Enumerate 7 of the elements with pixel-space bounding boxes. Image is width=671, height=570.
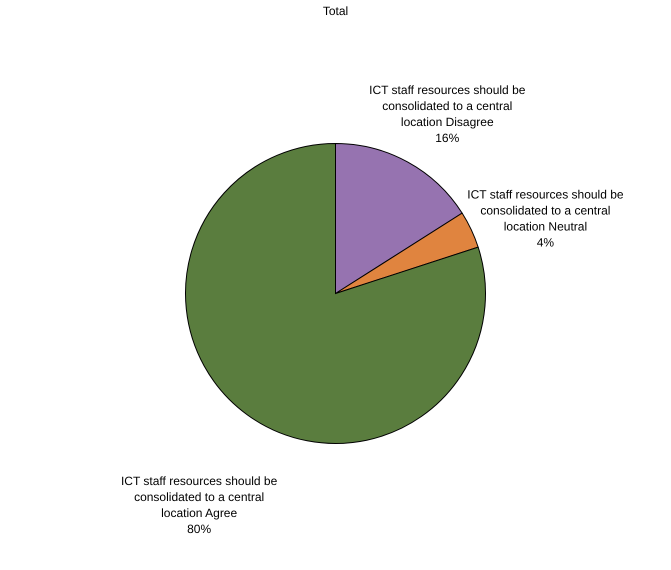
data-label: 80%	[187, 522, 212, 536]
data-label: 4%	[536, 236, 554, 250]
chart-title: Total	[322, 4, 348, 18]
slice-label: ICT staff resources should be consolidated to a central location Neutral	[467, 188, 624, 234]
data-label: 16%	[435, 131, 460, 146]
slice-label: ICT staff resources should be consolidated to a central location Disagree	[369, 83, 526, 130]
slice-label: ICT staff resources should be consolidated to a central location Agree	[120, 474, 278, 520]
